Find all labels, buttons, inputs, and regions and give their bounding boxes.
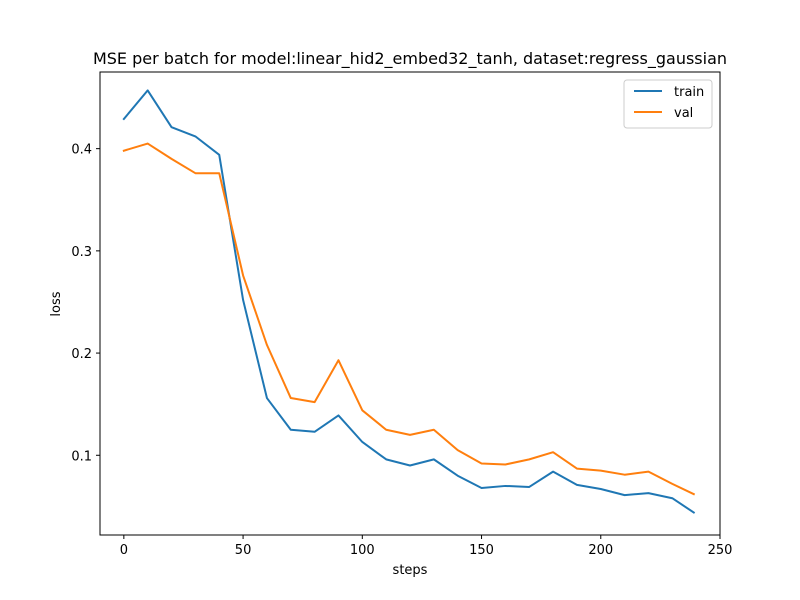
x-tick-label: 200	[588, 543, 613, 558]
x-tick-label: 100	[350, 543, 375, 558]
y-tick-label: 0.1	[71, 449, 92, 464]
x-tick-label: 250	[708, 543, 733, 558]
series-line-val	[122, 142, 696, 496]
y-axis-title: loss	[49, 291, 64, 316]
x-axis-title: steps	[393, 563, 428, 578]
legend-label-val: val	[674, 106, 693, 121]
series-line-train	[122, 89, 696, 514]
x-tick-label: 50	[235, 543, 252, 558]
y-tick-label: 0.2	[71, 347, 92, 362]
y-tick-label: 0.4	[71, 143, 92, 158]
legend-label-train: train	[674, 85, 704, 100]
plot-area: 0 50 100 150 200 250 0.1 0.2 0.3 0.4 train val	[71, 71, 733, 558]
x-tick-label: 0	[120, 543, 128, 558]
x-tick-label: 150	[469, 543, 494, 558]
y-tick-label: 0.3	[71, 245, 92, 260]
chart-title: MSE per batch for model:linear_hid2_embe…	[93, 49, 727, 69]
axes-frame	[99, 71, 721, 536]
